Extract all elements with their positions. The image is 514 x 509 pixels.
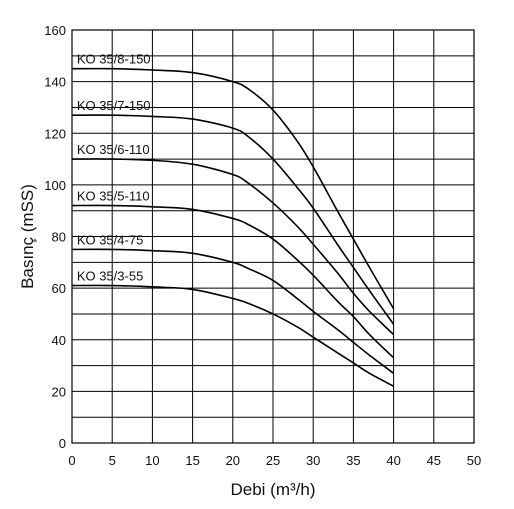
x-tick-label: 50 bbox=[467, 453, 481, 468]
series-curve bbox=[71, 158, 395, 336]
series-curve bbox=[71, 114, 395, 325]
x-tick-label: 40 bbox=[386, 453, 400, 468]
y-tick-label: 80 bbox=[52, 230, 66, 245]
x-tick-label: 10 bbox=[145, 453, 159, 468]
series-curve bbox=[71, 284, 394, 387]
y-tick-label: 140 bbox=[44, 75, 66, 90]
y-tick-label: 100 bbox=[44, 178, 66, 193]
x-axis-title: Debi (m³/h) bbox=[230, 480, 315, 499]
series-label: KO 35/5-110 bbox=[77, 189, 150, 204]
series-label: KO 35/4-75 bbox=[77, 232, 144, 247]
x-tick-label: 15 bbox=[185, 453, 199, 468]
y-tick-label: 0 bbox=[59, 436, 66, 451]
curves bbox=[71, 67, 395, 387]
y-tick-label: 120 bbox=[44, 126, 66, 141]
series-curve bbox=[71, 248, 395, 374]
x-axis-ticks: 0 5 10 15 20 25 30 35 40 45 50 bbox=[68, 453, 481, 468]
series-curve bbox=[71, 204, 395, 359]
y-tick-label: 40 bbox=[52, 333, 66, 348]
x-tick-label: 20 bbox=[226, 453, 240, 468]
y-tick-label: 60 bbox=[52, 281, 66, 296]
series-curve bbox=[71, 67, 395, 310]
series-label: KO 35/7-150 bbox=[77, 98, 151, 113]
y-axis-title: Basınç (mSS) bbox=[18, 184, 37, 289]
x-tick-label: 30 bbox=[306, 453, 320, 468]
y-tick-label: 20 bbox=[52, 384, 66, 399]
x-tick-label: 0 bbox=[68, 453, 75, 468]
x-tick-label: 35 bbox=[346, 453, 360, 468]
series-label: KO 35/8-150 bbox=[77, 52, 151, 67]
y-tick-label: 160 bbox=[44, 23, 66, 38]
series-label: KO 35/6-110 bbox=[77, 142, 150, 157]
x-tick-label: 25 bbox=[266, 453, 280, 468]
y-axis-ticks: 0 20 40 60 80 100 120 140 160 bbox=[44, 23, 66, 451]
series-label: KO 35/3-55 bbox=[77, 269, 144, 284]
x-tick-label: 5 bbox=[109, 453, 116, 468]
plot-frame bbox=[71, 29, 475, 444]
x-tick-label: 45 bbox=[427, 453, 441, 468]
curve-labels: KO 35/8-150 KO 35/7-150 KO 35/6-110 KO 35/5… bbox=[77, 52, 151, 284]
